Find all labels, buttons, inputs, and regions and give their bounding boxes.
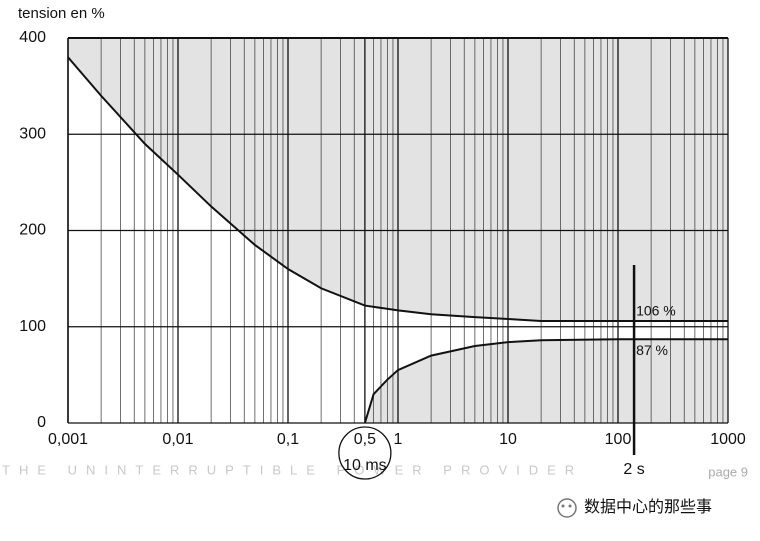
x-tick-label: 1000 <box>710 431 746 448</box>
y-tick-label: 300 <box>19 125 46 142</box>
watermark: THE UNINTERRUPTIBLE POWER PROVIDER <box>2 462 583 477</box>
curve <box>363 338 728 424</box>
annotation: 10 ms <box>343 457 387 474</box>
y-axis-label: tension en % <box>18 5 105 22</box>
y-tick-label: 200 <box>19 222 46 239</box>
y-tick-label: 400 <box>19 29 46 46</box>
annotation: 87 % <box>636 342 668 358</box>
x-tick-label: 10 <box>499 431 517 448</box>
annotation: 2 s <box>623 461 644 478</box>
x-tick-label: 0,001 <box>48 431 88 448</box>
shaded-region <box>364 339 728 423</box>
brand-icon <box>557 498 577 518</box>
x-tick-label: 1 <box>394 431 403 448</box>
x-tick-label: 0,1 <box>277 431 299 448</box>
y-tick-label: 0 <box>37 414 46 431</box>
page-number: page 9 <box>708 464 748 479</box>
x-tick-label: 0,01 <box>162 431 193 448</box>
x-tick-label: 0,5 <box>354 431 376 448</box>
highlight-circle <box>338 426 392 480</box>
x-tick-label: 100 <box>605 431 632 448</box>
brand: 数据中心的那些事 <box>584 498 712 516</box>
curve <box>67 56 728 322</box>
annotation: 106 % <box>636 303 676 319</box>
y-tick-label: 100 <box>19 318 46 335</box>
